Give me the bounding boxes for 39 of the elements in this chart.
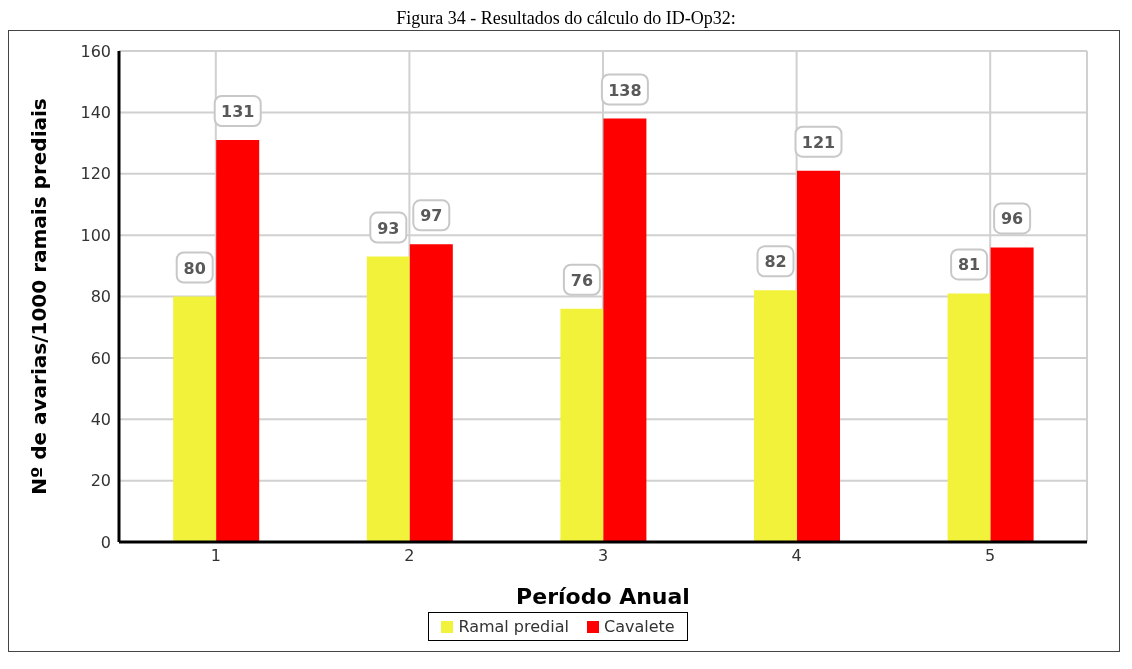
y-tick-label: 60 bbox=[90, 348, 111, 368]
legend-label: Cavalete bbox=[602, 617, 675, 636]
bar bbox=[366, 256, 410, 542]
bar bbox=[797, 170, 841, 542]
y-tick-label: 80 bbox=[90, 287, 111, 307]
data-label: 76 bbox=[570, 270, 594, 290]
data-label: 121 bbox=[801, 132, 836, 152]
y-tick-label: 160 bbox=[80, 41, 111, 61]
y-tick-label: 140 bbox=[80, 103, 111, 123]
y-tick-label: 20 bbox=[90, 471, 111, 491]
x-tick-label: 4 bbox=[791, 546, 802, 566]
y-tick-label: 100 bbox=[80, 225, 111, 245]
data-label: 97 bbox=[420, 206, 443, 226]
data-label: 82 bbox=[764, 252, 787, 272]
x-tick-label: 2 bbox=[404, 546, 415, 566]
bar bbox=[173, 296, 217, 542]
legend-label: Ramal predial bbox=[457, 617, 569, 636]
bar bbox=[216, 139, 260, 542]
bar bbox=[754, 290, 798, 542]
y-axis-title: Nº de avarias/1000 ramais prediais bbox=[27, 98, 52, 495]
data-label: 96 bbox=[1000, 209, 1024, 229]
x-axis-title: Período Anual bbox=[516, 584, 690, 609]
bar bbox=[409, 244, 453, 542]
data-label: 131 bbox=[221, 101, 255, 121]
x-tick-label: 1 bbox=[210, 546, 221, 566]
chart-title: Figura 34 - Resultados do cálculo do ID-Op32: bbox=[395, 8, 737, 30]
bar bbox=[947, 293, 991, 542]
x-tick-label: 3 bbox=[597, 546, 609, 566]
y-tick-label: 0 bbox=[100, 532, 111, 552]
x-tick-label: 5 bbox=[985, 546, 996, 566]
data-label: 81 bbox=[957, 255, 981, 275]
bar bbox=[560, 308, 604, 542]
y-tick-label: 120 bbox=[80, 164, 111, 184]
bar bbox=[990, 247, 1034, 542]
y-tick-label: 40 bbox=[90, 409, 111, 429]
data-label: 93 bbox=[377, 218, 400, 238]
data-label: 138 bbox=[608, 80, 642, 100]
bar bbox=[603, 118, 647, 542]
data-label: 80 bbox=[183, 258, 206, 278]
